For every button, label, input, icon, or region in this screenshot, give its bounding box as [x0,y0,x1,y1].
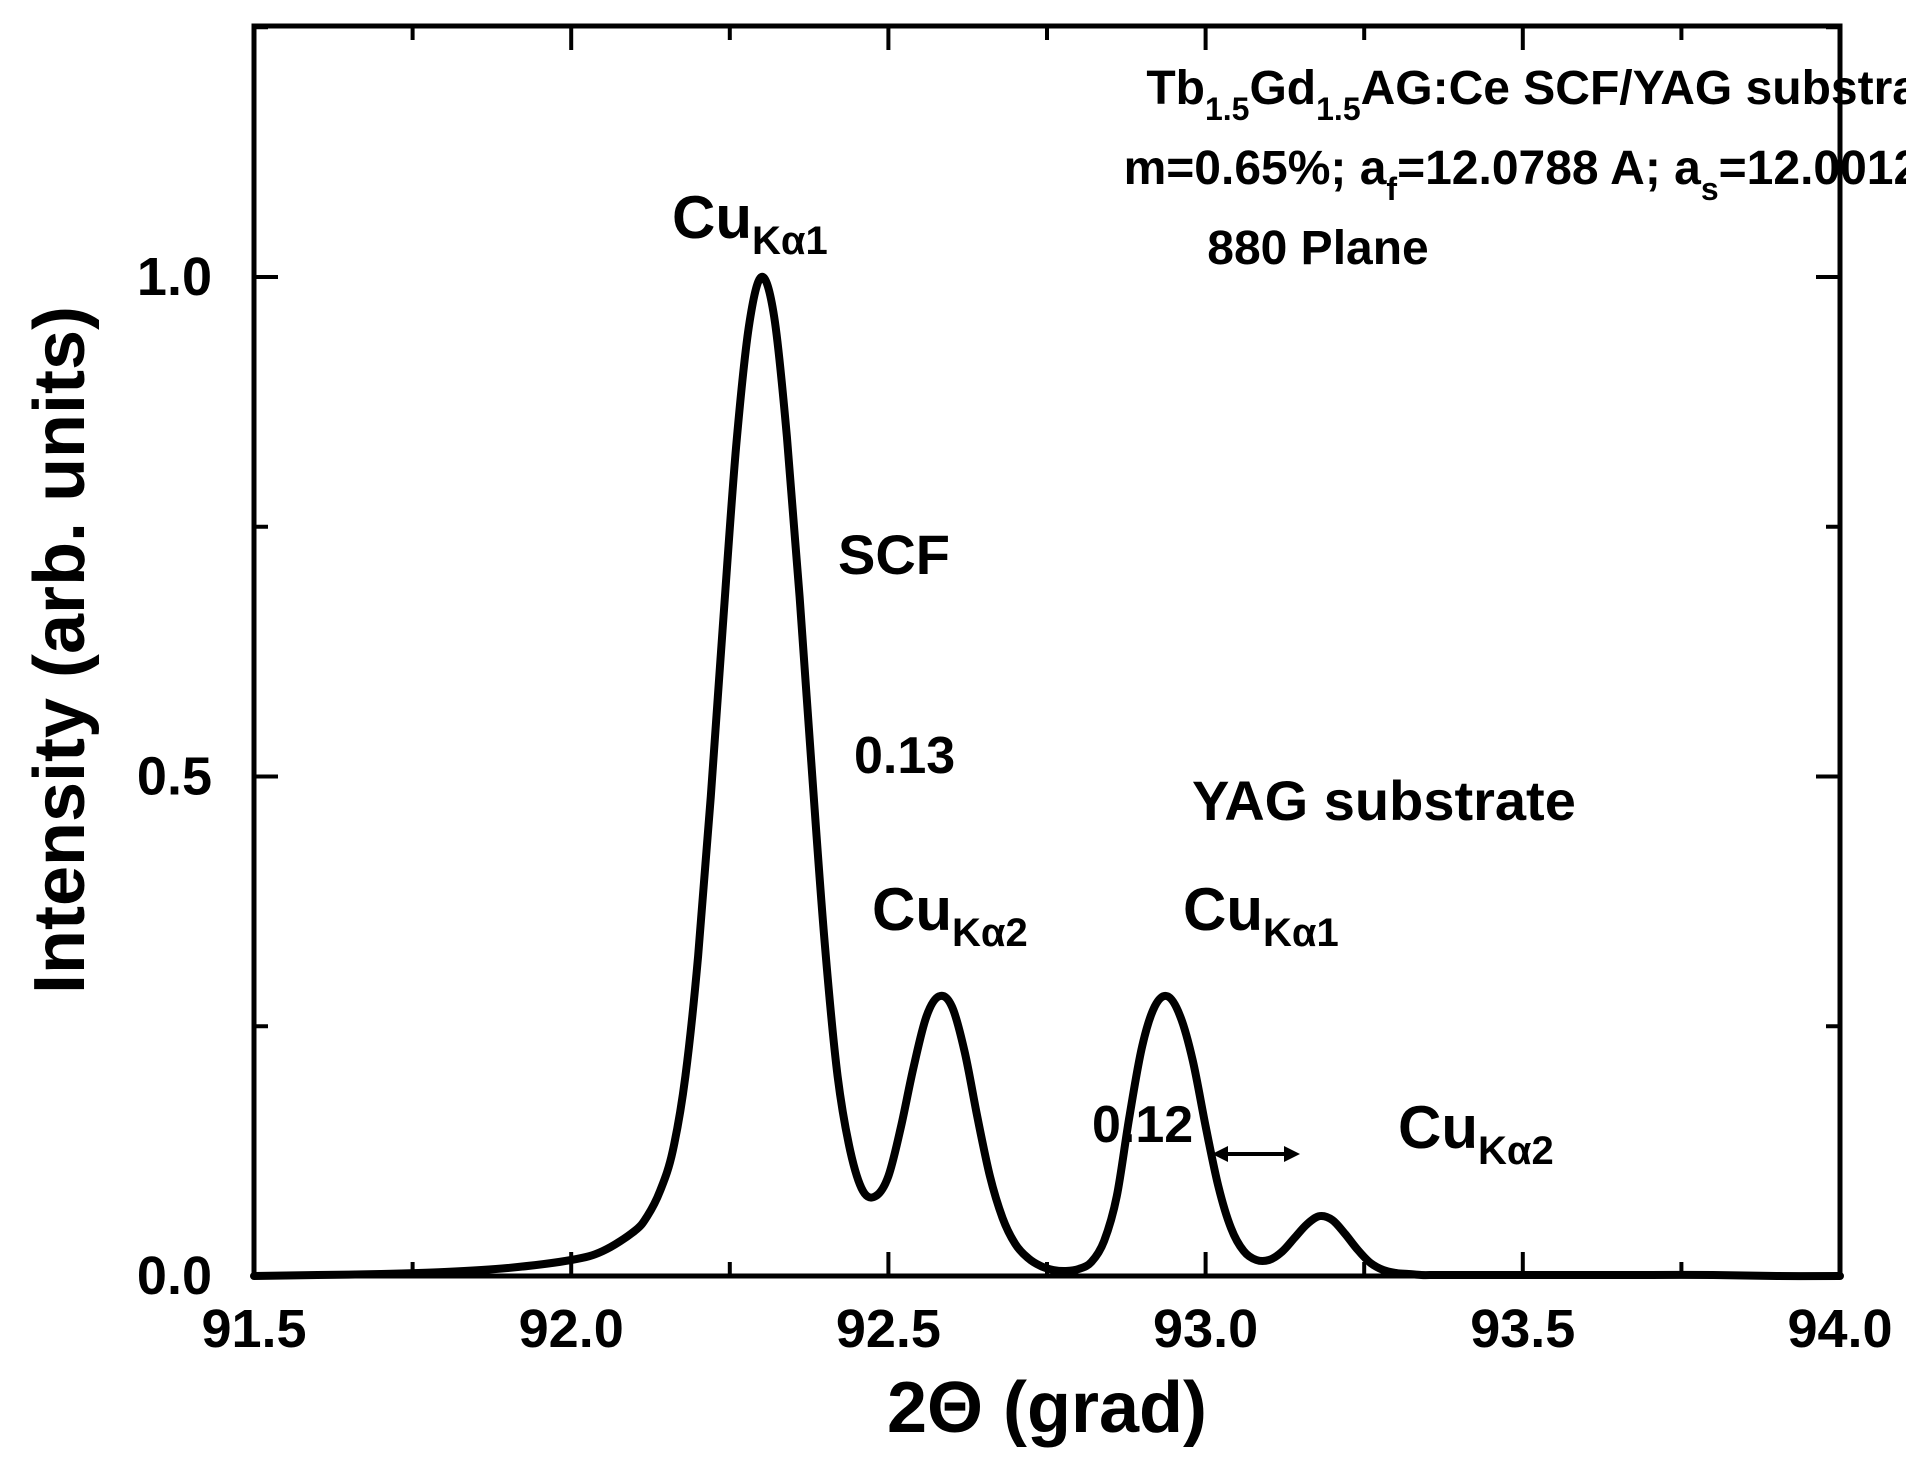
x-tick-label: 94.0 [1787,1299,1892,1359]
x-tick-label: 92.5 [836,1299,941,1359]
peak-label-yag-ka1: CuKα1 [1183,876,1339,955]
y-axis-ticks: 0.0 0.5 1.0 [137,25,1840,1306]
series-line-xrd [250,273,1844,1281]
lattice-sub-s: s [1701,171,1719,207]
x-tick-label: 92.0 [519,1299,624,1359]
title-composition: Tb1.5Gd1.5AG:Ce SCF/YAG substrate [1146,62,1906,127]
title-gd-sub: 1.5 [1316,91,1360,127]
fwhm-arrow [1212,1146,1300,1162]
substrate-label: YAG substrate [1192,769,1576,832]
lattice-part-3: =12.0012 A [1719,142,1906,195]
title-rest: AG:Ce SCF/YAG substrate [1361,62,1906,115]
y-tick-label: 1.0 [137,247,212,307]
peak-label-scf-ka1: CuKα1 [672,184,828,263]
scf-fwhm-label: 0.13 [854,727,955,785]
x-tick-label: 93.5 [1470,1299,1575,1359]
x-tick-label: 91.5 [201,1299,306,1359]
y-axis-label: Intensity (arb. units) [20,306,100,994]
lattice-part-1: m=0.65%; a [1124,142,1387,195]
x-tick-label: 93.0 [1153,1299,1258,1359]
plane-label: 880 Plane [1207,222,1428,275]
lattice-sub-f: f [1386,171,1397,207]
peak-label-scf-ka2: CuKα2 [872,876,1028,955]
title-lattice: m=0.65%; af=12.0788 A; as=12.0012 A [1124,142,1906,207]
x-axis-label: 2Θ (grad) [887,1368,1207,1448]
title-tb-sub: 1.5 [1205,91,1249,127]
x-axis-ticks: 91.5 92.0 92.5 93.0 93.5 94.0 [201,26,1893,1359]
peak-label-yag-ka2: CuKα2 [1398,1094,1554,1173]
lattice-part-2: =12.0788 A; a [1397,142,1701,195]
substrate-fwhm-label: 0.12 [1092,1096,1193,1154]
y-tick-label: 0.0 [137,1246,212,1306]
y-tick-label: 0.5 [137,747,212,807]
scf-label: SCF [838,523,950,586]
title-tb: Tb [1146,62,1205,115]
plot-frame [251,23,1843,1279]
title-gd: Gd [1249,62,1316,115]
